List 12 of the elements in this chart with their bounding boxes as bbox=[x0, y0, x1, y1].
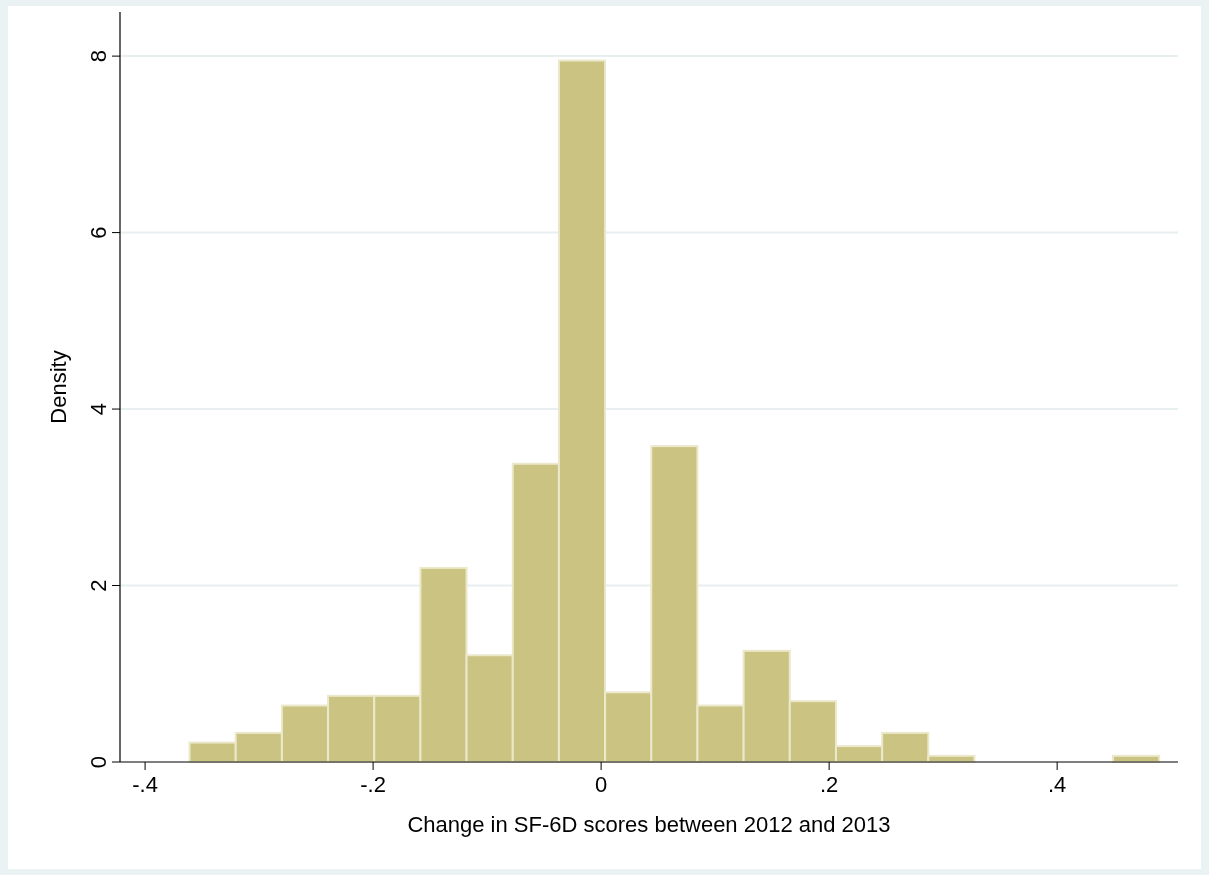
y-tick-label: 0 bbox=[86, 755, 111, 769]
x-tick-label: -.4 bbox=[132, 772, 158, 797]
y-tick-label: 4 bbox=[86, 402, 111, 416]
x-tick-label: -.2 bbox=[360, 772, 386, 797]
x-axis-title: Change in SF-6D scores between 2012 and 2013 bbox=[407, 812, 891, 837]
y-tick-label: 8 bbox=[86, 49, 111, 63]
y-axis-title: Density bbox=[46, 350, 71, 424]
x-tick-label: 0 bbox=[594, 772, 608, 797]
x-tick-label: .4 bbox=[1047, 772, 1067, 797]
y-tick-label: 6 bbox=[86, 226, 111, 239]
y-tick-label: 2 bbox=[86, 579, 111, 592]
x-tick-label: .2 bbox=[819, 772, 839, 797]
